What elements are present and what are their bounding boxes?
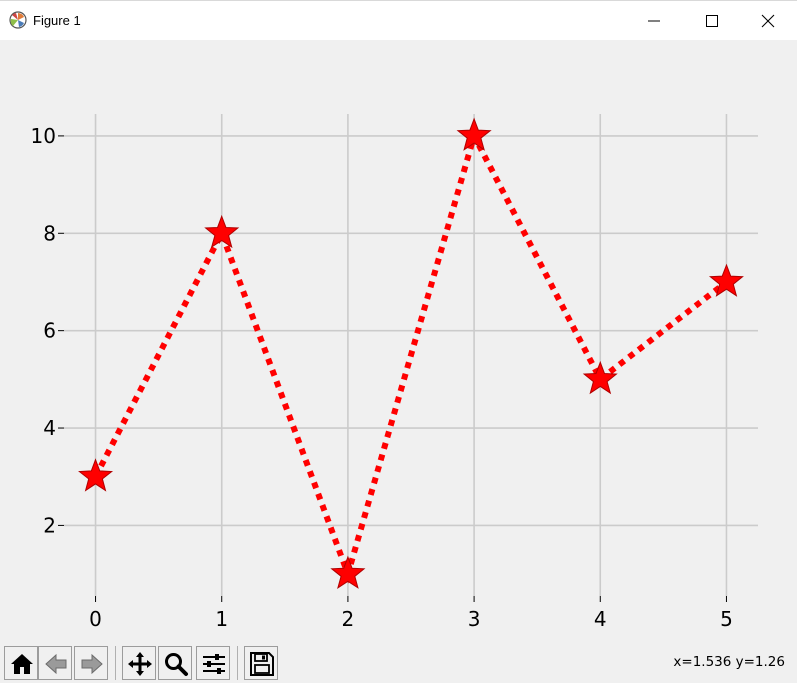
data-point-star	[708, 263, 744, 297]
zoom-icon	[165, 653, 188, 676]
minimize-icon	[648, 20, 660, 22]
close-icon	[761, 14, 775, 28]
pan-button[interactable]	[122, 646, 156, 680]
line-chart: 0 1 2 3 4 5 2 4 6 8 10	[31, 114, 758, 631]
data-point-star	[78, 458, 114, 492]
y-tick-label: 6	[43, 319, 56, 343]
grid	[64, 114, 758, 596]
minimize-button[interactable]	[625, 1, 683, 41]
y-tick-label: 10	[31, 124, 56, 148]
save-button[interactable]	[244, 646, 278, 680]
data-point-star	[582, 360, 618, 395]
x-tick-label: 3	[468, 607, 481, 631]
x-tick-label: 4	[594, 607, 607, 631]
close-button[interactable]	[739, 1, 797, 41]
x-tick-label: 1	[215, 607, 228, 631]
configure-subplots-icon	[203, 654, 225, 674]
y-tick-labels: 2 4 6 8 10	[31, 124, 64, 537]
zoom-button[interactable]	[158, 646, 192, 680]
forward-icon	[81, 653, 103, 675]
x-tick-labels: 0 1 2 3 4 5	[89, 596, 733, 631]
toolbar-separator	[115, 646, 116, 680]
series-line-layer	[92, 127, 729, 584]
pan-icon	[128, 652, 152, 676]
data-point-star	[330, 555, 366, 589]
home-button[interactable]	[4, 646, 38, 680]
save-icon	[250, 652, 274, 676]
forward-button[interactable]	[74, 646, 108, 680]
y-tick-label: 8	[43, 221, 56, 245]
y-tick-label: 2	[43, 513, 56, 537]
home-icon	[11, 654, 33, 674]
x-tick-label: 2	[342, 607, 355, 631]
title-bar: Figure 1	[0, 0, 797, 40]
maximize-button[interactable]	[683, 1, 741, 41]
maximize-icon	[706, 15, 718, 27]
navigation-toolbar: x=1.536 y=1.26	[0, 643, 797, 683]
marker-layer	[78, 117, 744, 589]
window-title: Figure 1	[33, 13, 81, 28]
back-button[interactable]	[38, 646, 72, 680]
data-point-star	[204, 214, 240, 249]
matplotlib-logo-icon	[9, 11, 27, 29]
back-icon	[45, 653, 67, 675]
series-line	[92, 127, 729, 584]
toolbar-separator	[237, 646, 238, 680]
cursor-coordinates: x=1.536 y=1.26	[673, 654, 785, 670]
configure-subplots-button[interactable]	[196, 646, 230, 680]
data-point-star	[456, 117, 492, 151]
y-tick-label: 4	[43, 416, 56, 440]
figure-canvas[interactable]: 0 1 2 3 4 5 2 4 6 8 10	[0, 40, 797, 643]
x-tick-label: 0	[89, 607, 102, 631]
x-tick-label: 5	[720, 607, 733, 631]
